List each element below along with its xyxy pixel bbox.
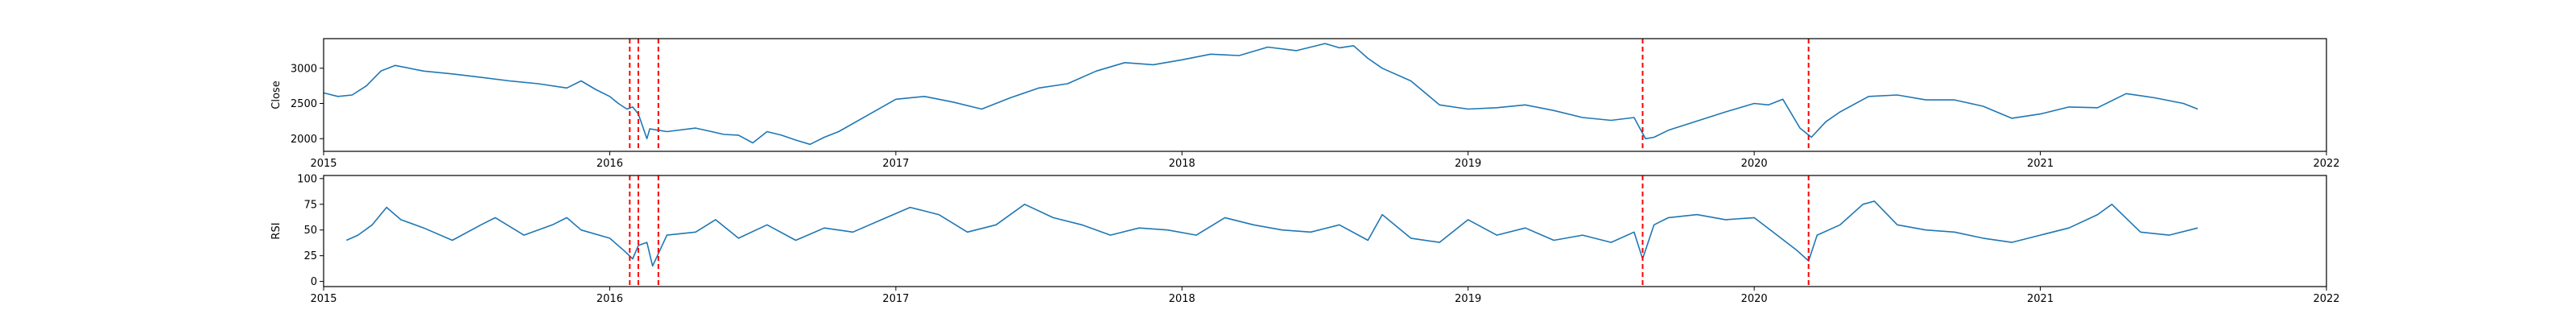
x-tick-label: 2016	[597, 293, 623, 305]
y-tick-label: 50	[303, 225, 317, 237]
y-axis-label: RSI	[270, 222, 283, 239]
y-tick-label: 3000	[291, 63, 317, 75]
rsi-line	[346, 200, 2198, 267]
x-tick-label: 2017	[882, 158, 909, 170]
close-price-panel: 2015 2016 2017 2018 2019 2020 2021 2022 2000 2500…	[270, 38, 2340, 170]
y-tick-label: 100	[297, 173, 317, 185]
x-tick-label: 2022	[2313, 293, 2339, 305]
y-tick-label: 25	[303, 250, 317, 262]
close-price-line	[323, 43, 2198, 146]
x-tick-label: 2015	[310, 158, 336, 170]
x-tick-label: 2020	[1741, 293, 1768, 305]
x-tick-label: 2018	[1169, 293, 1195, 305]
y-tick-label: 2500	[291, 98, 317, 110]
x-tick-label: 2022	[2313, 158, 2339, 170]
x-tick-label: 2015	[310, 293, 336, 305]
x-tick-label: 2021	[2027, 158, 2054, 170]
x-tick-label: 2018	[1169, 158, 1195, 170]
axes-frame	[323, 38, 2327, 152]
rsi-panel: 2015 2016 2017 2018 2019 2020 2021 2022 0 25 50 75 1…	[270, 173, 2340, 305]
y-tick-label: 2000	[291, 134, 317, 146]
y-tick-label: 0	[311, 276, 317, 288]
x-tick-label: 2020	[1741, 158, 1768, 170]
axes-frame	[323, 175, 2327, 287]
x-tick-label: 2021	[2027, 293, 2054, 305]
x-tick-label: 2019	[1455, 158, 1481, 170]
x-tick-label: 2017	[882, 293, 909, 305]
y-tick-label: 75	[303, 199, 317, 211]
x-tick-label: 2016	[597, 158, 623, 170]
y-axis-label: Close	[270, 80, 283, 109]
x-tick-label: 2019	[1455, 293, 1481, 305]
